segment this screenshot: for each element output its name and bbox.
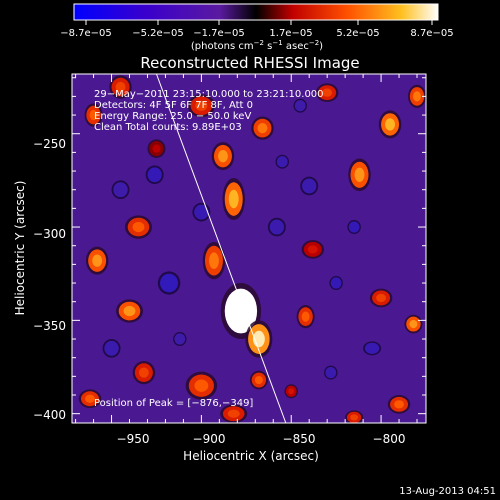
- y-tick-label-2: −300: [33, 227, 66, 241]
- intensity-map: [78, 75, 426, 423]
- intensity-core-17: [301, 311, 310, 322]
- intensity-core-10: [92, 254, 103, 267]
- intensity-core-4: [218, 149, 228, 163]
- colorbar-tick-label-3: 1.7e−05: [269, 28, 312, 39]
- intensity-blob-33: [302, 178, 317, 194]
- intensity-blob-37: [325, 367, 337, 379]
- intensity-blob-36: [364, 342, 380, 354]
- intensity-core-6: [195, 100, 208, 111]
- colorbar-tick-label-2: −1.7e−05: [193, 28, 245, 39]
- colorbar-tick-label-4: 5.2e−05: [336, 28, 379, 39]
- x-tick-label-3: −800: [373, 432, 406, 446]
- intensity-blob-32: [269, 219, 285, 235]
- intensity-core-27: [288, 388, 295, 395]
- annotation-time-range: 29−May−2011 23:15:10.000 to 23:21:10.000: [94, 89, 324, 100]
- colorbar-tick-label-1: −5.2e−05: [132, 28, 184, 39]
- intensity-blob-39: [104, 340, 119, 356]
- x-tick-label-2: −850: [283, 432, 316, 446]
- intensity-core-11: [123, 305, 136, 317]
- colorbar-unit-label: (photons cm−2 s−1 asec−2): [191, 39, 323, 52]
- intensity-blob-42: [294, 100, 306, 112]
- intensity-core-3: [228, 189, 239, 209]
- intensity-core-7: [115, 81, 126, 93]
- intensity-blob-41: [174, 333, 186, 345]
- intensity-core-20: [385, 118, 396, 131]
- intensity-core-21: [322, 88, 333, 97]
- solar-limb-line: [155, 74, 287, 423]
- intensity-core-9: [132, 221, 145, 233]
- intensity-core-23: [376, 293, 387, 303]
- intensity-blob-40: [113, 182, 128, 198]
- intensity-core-15: [227, 409, 240, 418]
- intensity-blob-38: [276, 156, 288, 168]
- intensity-core-25: [394, 400, 404, 409]
- colorbar-tick-label-5: 8.7e−05: [410, 28, 453, 39]
- y-axis-title: Heliocentric Y (arcsec): [13, 181, 27, 316]
- intensity-core-18: [307, 245, 318, 254]
- y-tick-label-3: −250: [33, 137, 66, 151]
- intensity-core-16: [254, 375, 263, 385]
- intensity-core-28: [152, 144, 161, 153]
- intensity-core-2: [209, 252, 219, 269]
- x-tick-label-1: −900: [193, 432, 226, 446]
- intensity-blob-34: [330, 277, 342, 289]
- colorbar-tick-label-0: −8.7e−05: [60, 28, 112, 39]
- y-tick-label-0: −400: [33, 408, 66, 422]
- intensity-blob-31: [194, 204, 209, 220]
- render-timestamp: 13-Aug-2013 04:51: [399, 486, 496, 497]
- intensity-core-13: [85, 394, 95, 403]
- intensity-core-19: [354, 167, 365, 182]
- plot-frame: [71, 73, 427, 424]
- annotation-clean-counts: Clean Total counts: 9.89E+03: [94, 122, 242, 133]
- intensity-core-5: [257, 122, 268, 134]
- intensity-blob-30: [147, 167, 162, 183]
- x-tick-label-0: −950: [117, 432, 150, 446]
- intensity-core-22: [413, 91, 421, 102]
- intensity-core-8: [89, 109, 98, 121]
- intensity-core-24: [409, 319, 418, 329]
- intensity-core-12: [138, 367, 149, 378]
- x-axis-title: Heliocentric X (arcsec): [183, 449, 319, 463]
- annotation-energy-range: Energy Range: 25.0 − 50.0 keV: [94, 111, 251, 122]
- plot-background: [72, 74, 426, 423]
- chart-title: Reconstructed RHESSI Image: [140, 54, 359, 72]
- annotation-detectors: Detectors: 4F 5F 6F 7F 8F, Att 0: [94, 100, 253, 111]
- axis-ticks: [72, 74, 426, 423]
- colorbar: [73, 3, 439, 21]
- intensity-core-14: [194, 379, 209, 392]
- colorbar-ticks: [85, 20, 433, 25]
- annotation-peak-position: Position of Peak = [−876,−349]: [94, 398, 253, 409]
- intensity-core-26: [350, 414, 359, 421]
- intensity-blob-35: [348, 221, 360, 233]
- intensity-core-0: [232, 298, 250, 324]
- y-tick-label-1: −350: [33, 319, 66, 333]
- intensity-blob-29: [160, 273, 179, 293]
